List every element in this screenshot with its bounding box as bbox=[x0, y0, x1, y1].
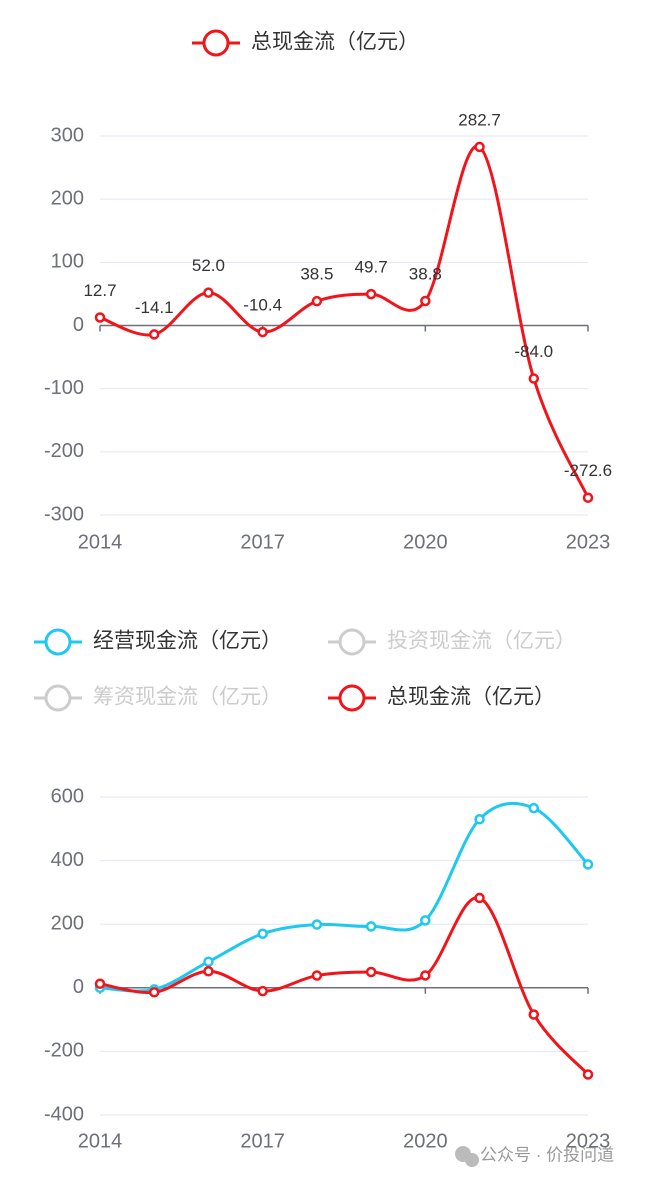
y-tick-label: 600 bbox=[51, 785, 84, 807]
legend-marker bbox=[44, 628, 72, 656]
watermark: 公众号 · 价投问道 bbox=[455, 1145, 614, 1167]
data-label: -272.6 bbox=[564, 461, 612, 480]
x-tick-label: 2017 bbox=[240, 531, 285, 553]
data-label: -14.1 bbox=[135, 298, 174, 317]
y-tick-label: -100 bbox=[44, 377, 84, 399]
y-tick-label: 0 bbox=[73, 314, 84, 336]
legend-label: 经营现金流（亿元） bbox=[93, 630, 282, 653]
data-point bbox=[474, 892, 485, 904]
y-tick-label: 400 bbox=[51, 849, 84, 871]
series-line bbox=[99, 144, 590, 499]
legend-marker bbox=[202, 29, 230, 57]
y-tick-label: -200 bbox=[44, 1040, 84, 1062]
data-label: 49.7 bbox=[355, 258, 388, 277]
x-tick-label: 2014 bbox=[78, 1130, 123, 1152]
legend-label: 总现金流（亿元） bbox=[251, 31, 419, 54]
data-point bbox=[257, 326, 268, 338]
x-tick-label: 2023 bbox=[566, 531, 611, 553]
data-label: 38.8 bbox=[409, 264, 442, 283]
data-point bbox=[148, 987, 160, 998]
y-tick-label: 200 bbox=[51, 187, 84, 209]
data-label: 38.5 bbox=[300, 265, 333, 284]
data-label: 282.7 bbox=[458, 110, 501, 129]
data-point bbox=[582, 492, 594, 503]
data-point bbox=[311, 970, 323, 981]
legend-marker bbox=[44, 684, 72, 712]
watermark-text: 公众号 · 价投问道 bbox=[480, 1145, 614, 1164]
x-tick-label: 2014 bbox=[78, 531, 123, 553]
data-point bbox=[528, 1009, 540, 1020]
data-point bbox=[420, 915, 431, 926]
data-point bbox=[257, 985, 268, 997]
data-label: -84.0 bbox=[514, 342, 553, 361]
legend-marker bbox=[338, 628, 366, 656]
x-tick-label: 2020 bbox=[403, 1130, 448, 1152]
data-point bbox=[203, 966, 214, 977]
x-tick-label: 2017 bbox=[240, 1130, 285, 1152]
data-point bbox=[94, 312, 106, 323]
y-tick-label: 100 bbox=[51, 251, 84, 273]
y-tick-label: 300 bbox=[51, 124, 84, 146]
legend-label: 总现金流（亿元） bbox=[387, 686, 555, 709]
data-point bbox=[474, 814, 485, 825]
data-label: 12.7 bbox=[83, 281, 116, 300]
data-point bbox=[203, 287, 214, 298]
y-tick-label: -300 bbox=[44, 503, 84, 525]
data-point bbox=[420, 295, 431, 307]
data-point bbox=[582, 859, 594, 870]
data-point bbox=[257, 928, 268, 939]
data-point bbox=[94, 978, 106, 990]
data-point bbox=[203, 956, 214, 967]
series-line bbox=[99, 801, 590, 993]
legend-label: 筹资现金流（亿元） bbox=[93, 686, 282, 709]
legend-label: 投资现金流（亿元） bbox=[387, 630, 576, 653]
data-point bbox=[365, 921, 377, 932]
data-point bbox=[528, 373, 540, 384]
y-tick-label: 0 bbox=[73, 976, 84, 998]
data-label: -10.4 bbox=[243, 296, 282, 315]
data-point bbox=[311, 919, 323, 930]
data-point bbox=[365, 966, 377, 978]
data-point bbox=[528, 802, 540, 814]
x-tick-label: 2020 bbox=[403, 531, 448, 553]
x-tick-label: 2023 bbox=[566, 1130, 611, 1152]
data-point bbox=[420, 970, 431, 981]
data-point bbox=[582, 1069, 594, 1080]
y-tick-label: -200 bbox=[44, 440, 84, 462]
data-label: 52.0 bbox=[192, 256, 225, 275]
data-point bbox=[148, 329, 160, 340]
data-point bbox=[474, 141, 485, 153]
data-point bbox=[365, 288, 377, 300]
y-tick-label: -400 bbox=[44, 1103, 84, 1125]
legend-marker bbox=[338, 684, 366, 712]
data-point bbox=[311, 295, 323, 307]
y-tick-label: 200 bbox=[51, 912, 84, 934]
